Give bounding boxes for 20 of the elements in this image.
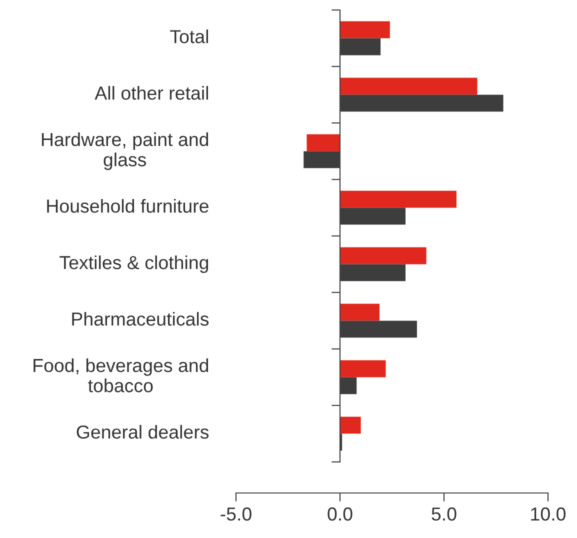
- bar: [306, 134, 340, 152]
- y-tick-label: Pharmaceuticals: [72, 312, 209, 326]
- x-tick-label: 10.0: [531, 507, 566, 521]
- bar: [340, 190, 456, 208]
- bar: [340, 416, 361, 434]
- y-tick-label: General dealers: [76, 424, 209, 439]
- x-tick-label: -5.0: [220, 507, 252, 521]
- x-tick-label: 0.0: [328, 507, 352, 521]
- y-tick-label: Household furniture: [47, 198, 208, 213]
- bar: [340, 360, 386, 378]
- x-tick-label: 5.0: [432, 507, 456, 521]
- bar: [340, 304, 380, 321]
- bar: [340, 247, 426, 264]
- y-tick-label: Hardware, paint and glass: [42, 132, 208, 170]
- bar: [340, 21, 390, 38]
- y-tick-label: Total: [170, 30, 208, 44]
- bar: [340, 78, 478, 95]
- y-tick-label: Food, beverages and tobacco: [34, 358, 208, 392]
- y-tick-label: All other retail: [94, 86, 208, 100]
- y-tick-label: Textiles & clothing: [60, 255, 208, 273]
